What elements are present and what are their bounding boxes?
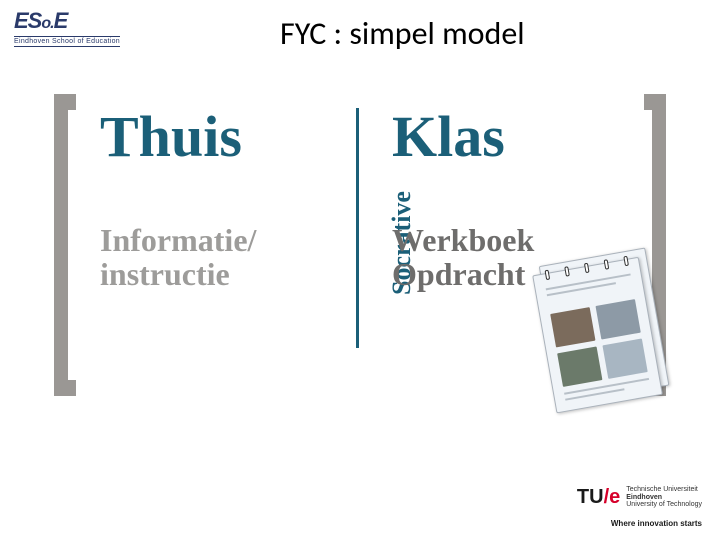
footer: TU/e Technische Universiteit Eindhoven U…: [577, 486, 702, 528]
bracket-left-icon: [42, 90, 84, 400]
tue-line3: University of Technology: [626, 501, 702, 509]
header: ESo.E Eindhoven School of Education FYC …: [0, 0, 720, 60]
page-title: FYC : simpel model: [280, 14, 525, 53]
tue-tagline: Where innovation starts: [611, 519, 702, 528]
sub-thuis-line1: Informatie/: [100, 222, 256, 258]
tue-e: e: [609, 486, 620, 508]
sub-klas-line2: Opdracht: [392, 256, 525, 292]
tue-logo-mark: TU/e: [577, 486, 620, 509]
logo-text-e: E: [54, 8, 68, 33]
tue-line1: Technische Universiteit: [626, 486, 702, 494]
tue-logo-text: Technische Universiteit Eindhoven Univer…: [626, 486, 702, 509]
divider-line: [356, 108, 359, 348]
esoe-logo-sub: Eindhoven School of Education: [14, 36, 120, 47]
workbook-illustration: [532, 253, 676, 422]
tue-t: TU: [577, 486, 604, 508]
sub-klas-line1: Werkboek: [392, 222, 534, 258]
esoe-logo: ESo.E Eindhoven School of Education: [14, 8, 120, 47]
sub-thuis: Informatie/ instructie: [100, 224, 340, 291]
logo-text-es: ES: [14, 8, 41, 33]
column-thuis: Thuis Informatie/ instructie: [100, 108, 340, 291]
tue-line2: Eindhoven: [626, 494, 702, 502]
tue-logo: TU/e Technische Universiteit Eindhoven U…: [577, 486, 702, 509]
esoe-logo-main: ESo.E: [14, 8, 120, 34]
logo-text-o: o.: [41, 15, 53, 32]
sub-thuis-line2: instructie: [100, 256, 230, 292]
heading-klas: Klas: [392, 108, 632, 166]
heading-thuis: Thuis: [100, 108, 340, 166]
